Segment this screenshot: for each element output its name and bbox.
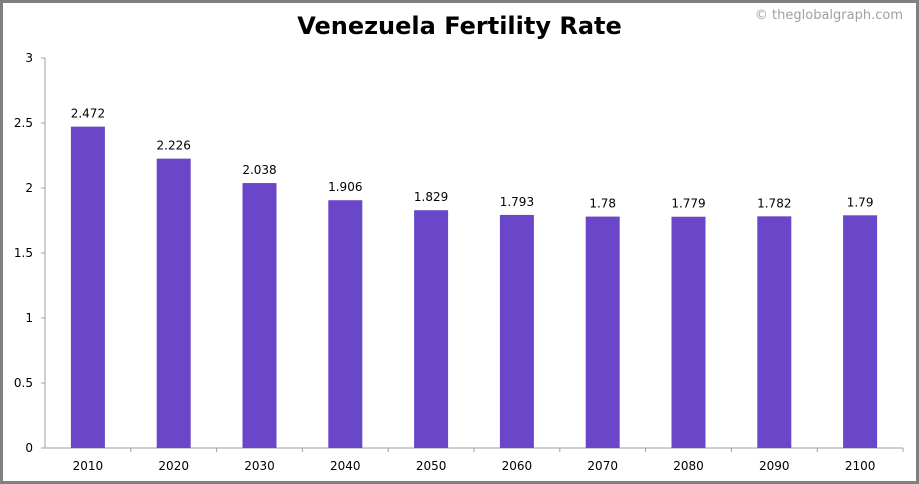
- bar-2020: [156, 158, 191, 448]
- bar-2030: [242, 183, 277, 448]
- chart-title: Venezuela Fertility Rate: [297, 12, 622, 40]
- data-label: 1.782: [757, 196, 791, 210]
- watermark: © theglobalgraph.com: [754, 8, 903, 23]
- y-tick-label: 1: [25, 311, 33, 325]
- y-tick-label: 1.5: [14, 246, 33, 260]
- x-tick-label: 2060: [502, 459, 533, 473]
- x-tick-label: 2010: [73, 459, 104, 473]
- data-label: 1.793: [500, 195, 534, 209]
- bar-2070: [585, 216, 620, 448]
- x-tick-label: 2040: [330, 459, 361, 473]
- y-tick-label: 2.5: [14, 116, 33, 130]
- y-tick-label: 3: [25, 51, 33, 65]
- bar-2010: [70, 126, 105, 448]
- x-tick-label: 2070: [587, 459, 618, 473]
- y-tick-label: 0: [25, 441, 33, 455]
- y-tick-label: 0.5: [14, 376, 33, 390]
- x-tick-label: 2020: [158, 459, 189, 473]
- bar-2090: [757, 216, 792, 448]
- bar-2080: [671, 216, 706, 448]
- data-label: 1.906: [328, 180, 362, 194]
- x-tick-label: 2030: [244, 459, 275, 473]
- bar-2060: [499, 214, 534, 448]
- y-tick-label: 2: [25, 181, 33, 195]
- data-label: 1.779: [671, 197, 705, 211]
- x-tick-label: 2100: [845, 459, 876, 473]
- bar-2100: [843, 215, 878, 448]
- x-tick-label: 2090: [759, 459, 790, 473]
- data-label: 1.78: [589, 197, 616, 211]
- data-label: 2.226: [157, 139, 191, 153]
- bar-2050: [414, 210, 449, 448]
- data-label: 2.472: [71, 107, 105, 121]
- x-tick-label: 2050: [416, 459, 447, 473]
- data-label: 1.79: [847, 195, 874, 209]
- x-tick-label: 2080: [673, 459, 704, 473]
- data-label: 2.038: [242, 163, 276, 177]
- data-label: 1.829: [414, 190, 448, 204]
- bar-2040: [328, 200, 363, 448]
